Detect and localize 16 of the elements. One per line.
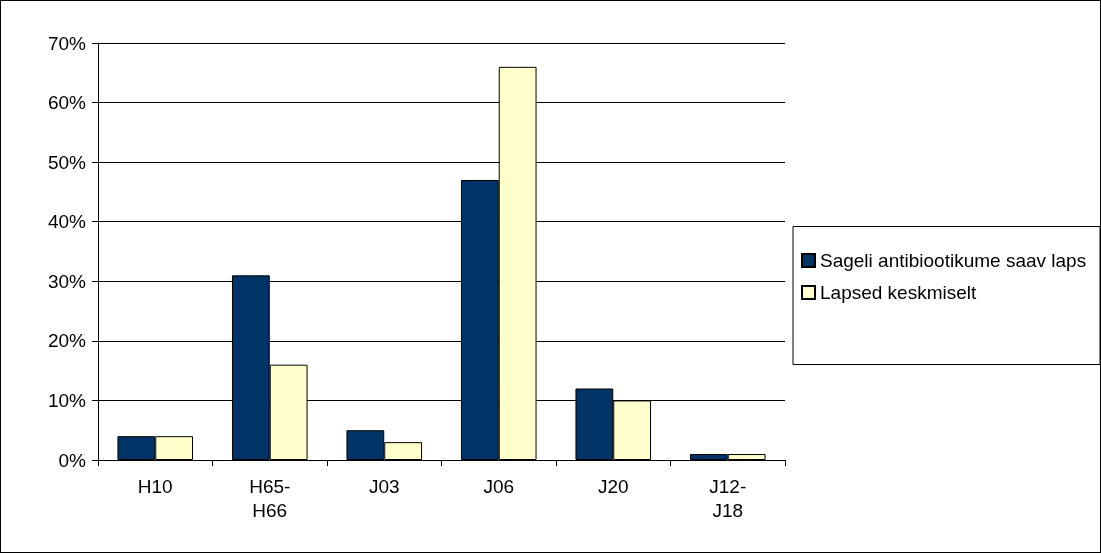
y-tick-label: 40% xyxy=(47,211,87,233)
x-tick-label: J06 xyxy=(483,475,515,497)
x-tick-label: J20 xyxy=(597,475,629,497)
x-tick-label: J12-J18 xyxy=(709,475,747,521)
y-tick-label: 10% xyxy=(47,389,87,411)
x-tick-label: J03 xyxy=(368,475,400,497)
y-tick-label: 20% xyxy=(47,330,87,352)
y-tick-label: 0% xyxy=(58,449,87,471)
y-tick-label: 60% xyxy=(47,92,87,114)
y-tick-label: 30% xyxy=(47,270,87,292)
y-tick-label: 70% xyxy=(47,32,87,54)
legend-label: Sageli antibiootikume saav laps xyxy=(820,250,1087,271)
x-tick-label: H65-H66 xyxy=(249,475,291,521)
y-tick-label: 50% xyxy=(47,151,87,173)
x-tick-label: H10 xyxy=(137,475,173,497)
legend-label: Lapsed keskmiselt xyxy=(820,282,978,303)
